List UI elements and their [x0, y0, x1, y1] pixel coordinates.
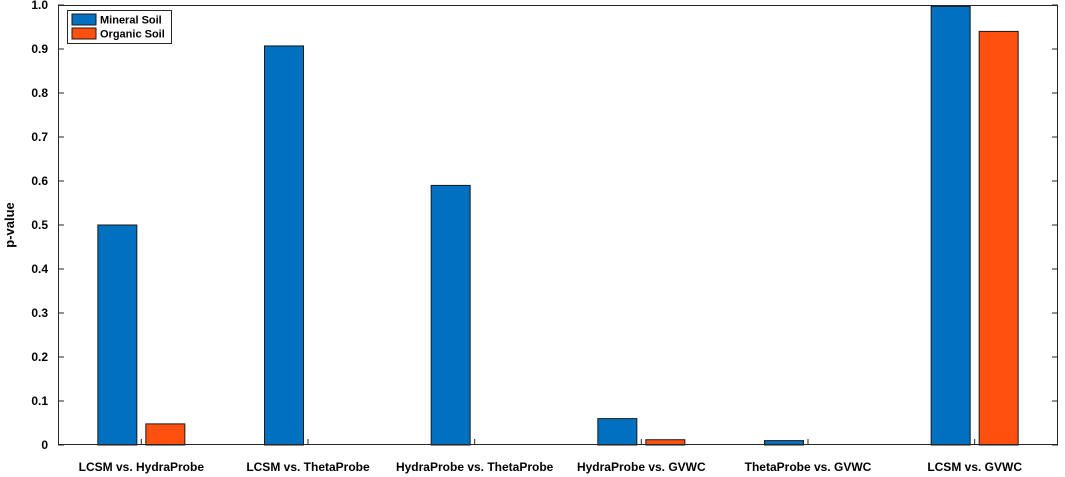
y-tick-label: 1.0	[31, 0, 48, 12]
legend: Mineral Soil Organic Soil	[67, 10, 172, 44]
x-tick-label: ThetaProbe vs. GVWC	[745, 460, 872, 474]
y-tick-label: 0.9	[31, 42, 48, 56]
x-axis-ticks: LCSM vs. HydraProbe LCSM vs. ThetaProbe Hy…	[79, 439, 1022, 474]
legend-label: Organic Soil	[100, 29, 165, 41]
bar-mineral-soil	[597, 418, 638, 446]
y-tick-label: 0.5	[31, 218, 48, 232]
x-tick-label: LCSM vs. ThetaProbe	[246, 460, 370, 474]
plot-area	[58, 5, 1058, 445]
bar-mineral-soil	[264, 45, 304, 446]
y-tick-label: 0.8	[31, 86, 48, 100]
x-tick-label: HydraProbe vs. ThetaProbe	[396, 460, 554, 474]
y-tick-label: 0.2	[31, 350, 48, 364]
y-tick-label: 0.3	[31, 306, 48, 320]
bar-organic-soil	[978, 30, 1019, 446]
x-tick-label: HydraProbe vs. GVWC	[577, 460, 706, 474]
bars-group	[97, 5, 1019, 446]
y-tick-label: 0.1	[31, 394, 48, 408]
y-tick-label: 0	[41, 438, 48, 452]
legend-swatch	[71, 13, 97, 26]
bar-organic-soil	[145, 423, 186, 446]
bar-mineral-soil	[430, 184, 471, 446]
legend-swatch	[71, 27, 97, 40]
x-tick-label: LCSM vs. GVWC	[927, 460, 1022, 474]
bar-mineral-soil	[930, 5, 971, 446]
bar-mineral-soil	[97, 224, 138, 446]
plot-frame	[58, 5, 1058, 445]
y-tick-label: 0.7	[31, 130, 48, 144]
y-tick-label: 0.4	[31, 262, 48, 276]
x-tick-label: LCSM vs. HydraProbe	[79, 460, 205, 474]
y-axis-title: p-value	[2, 202, 17, 248]
legend-label: Mineral Soil	[100, 15, 162, 27]
y-tick-label: 0.6	[31, 174, 48, 188]
y-axis-ticks: 0 0.1 0.2 0.3 0.4 0.5 0.6 0.7 0.8 0.9 1.0	[31, 0, 1058, 452]
